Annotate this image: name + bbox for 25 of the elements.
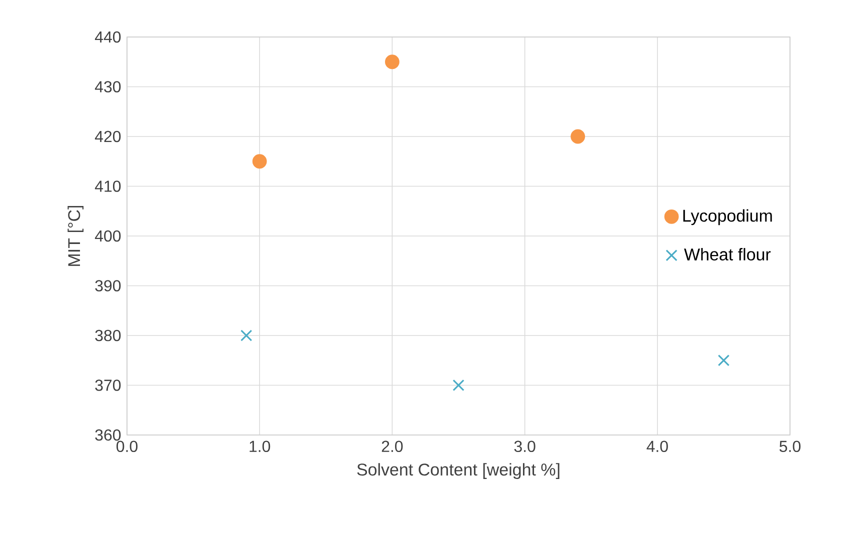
- y-tick-label: 410: [94, 180, 121, 192]
- x-tick-label: 2.0: [382, 440, 403, 452]
- point: [252, 154, 267, 169]
- legend-label: Lycopodium: [683, 209, 772, 226]
- y-tick-label: 440: [94, 31, 121, 43]
- legend-label: Wheat flour: [684, 248, 771, 260]
- x-tick-label: 1.0: [250, 440, 270, 452]
- point: [240, 330, 252, 342]
- x-tick-label: 5.0: [780, 440, 801, 452]
- y-tick-label: 390: [95, 280, 121, 292]
- y-axis-title: MIT [°C]: [68, 206, 84, 266]
- point: [452, 379, 464, 392]
- y-tick-label: 400: [94, 230, 121, 242]
- point: [570, 129, 586, 144]
- x-tick-label: 4.0: [646, 440, 668, 452]
- y-tick-label: 380: [95, 330, 121, 342]
- point: [385, 54, 400, 70]
- x-axis-title: Solvent Content [weight %]: [357, 463, 560, 479]
- point: [718, 354, 730, 366]
- y-tick-label: 420: [94, 130, 121, 142]
- y-tick-label: 360: [95, 429, 121, 441]
- y-tick-label: 370: [95, 380, 121, 391]
- y-tick-label: 430: [94, 81, 121, 92]
- x-tick-label: 3.0: [514, 440, 536, 452]
- x-tick-label: 0.0: [116, 440, 138, 452]
